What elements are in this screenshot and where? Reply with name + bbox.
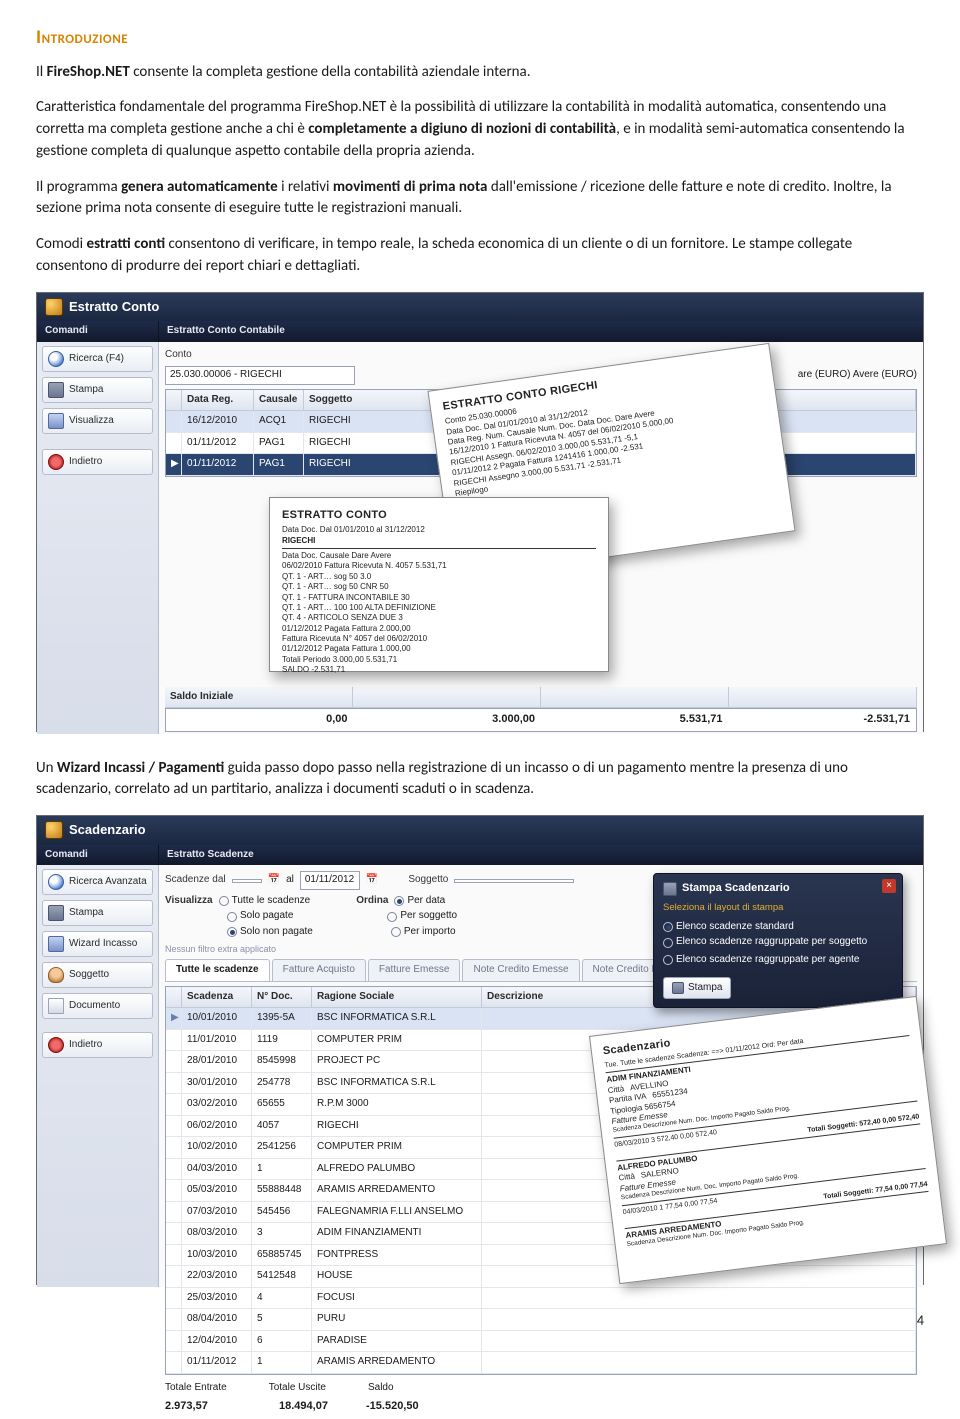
table-row[interactable]: 22/03/20105412548HOUSE (166, 1266, 916, 1288)
opt-per-importo[interactable]: Per importo (391, 925, 456, 940)
header-content-title: Estratto Scadenze (159, 845, 923, 866)
para-3: Il programma genera automaticamente i re… (36, 177, 924, 221)
indietro-button[interactable]: Indietro (42, 449, 153, 475)
tab-tutte[interactable]: Tutte le scadenze (165, 959, 270, 981)
soggetto-label: Soggetto (408, 873, 448, 888)
scadenzario-main: Scadenze dal 📅 al 01/11/2012 📅 Soggetto … (159, 865, 923, 1287)
calendar-icon[interactable]: 📅 (268, 873, 280, 888)
printer-icon (48, 382, 64, 398)
tab-nc-emesse[interactable]: Note Credito Emesse (462, 959, 579, 981)
layout-opt-per-agente[interactable]: Elenco scadenze raggruppate per agente (663, 953, 859, 968)
header-comandi: Comandi (37, 321, 159, 342)
wizard-incasso-button[interactable]: Wizard Incasso (42, 931, 153, 957)
para-5: Un Wizard Incassi / Pagamenti guida pass… (36, 758, 924, 802)
ordina-label: Ordina (356, 894, 388, 909)
scadenzario-window: Scadenzario Comandi Estratto Scadenze Ri… (36, 815, 924, 1285)
stampa-button[interactable]: Stampa (42, 900, 153, 926)
saldo-value: -15.520,50 (366, 1399, 419, 1415)
scadenze-dal-to[interactable]: 01/11/2012 (300, 871, 360, 890)
printer-icon (48, 905, 64, 921)
printer-icon (663, 882, 677, 896)
tab-fatture-acquisto[interactable]: Fatture Acquisto (272, 959, 366, 981)
opt-pagate[interactable]: Solo pagate (227, 909, 293, 924)
search-icon (48, 874, 64, 890)
opt-per-data[interactable]: Per data (394, 894, 445, 909)
sidebar: Ricerca (F4) Stampa Visualizza Indietro (37, 342, 159, 734)
visualizza-button[interactable]: Visualizza (42, 408, 153, 434)
back-icon (48, 454, 64, 470)
tot-uscite-label: Totale Uscite (269, 1381, 326, 1396)
col-ndoc[interactable]: N° Doc. (252, 987, 312, 1009)
para-1: Il FireShop.NET consente la completa ges… (36, 62, 924, 84)
wizard-icon (48, 936, 64, 952)
col-causale[interactable]: Causale (254, 390, 304, 412)
col-ragione-sociale[interactable]: Ragione Sociale (312, 987, 482, 1009)
ricerca-avanzata-button[interactable]: Ricerca Avanzata (42, 869, 153, 895)
tot-uscite-value: 18.494,07 (279, 1399, 334, 1415)
view-icon (48, 413, 64, 429)
table-row[interactable]: 08/04/20105PURU (166, 1309, 916, 1331)
footer-totals-row: 0,00 3.000,00 5.531,71 -2.531,71 (165, 708, 917, 732)
al-label: al (286, 873, 294, 888)
scadenzario-report-preview: Scadenzario Tue. Tutte le scadenze Scade… (589, 996, 947, 1284)
ricerca-button[interactable]: Ricerca (F4) (42, 346, 153, 372)
documento-button[interactable]: Documento (42, 993, 153, 1019)
app-icon (45, 821, 63, 839)
window-title: Scadenzario (69, 821, 146, 840)
sidebar: Ricerca Avanzata Stampa Wizard Incasso S… (37, 865, 159, 1287)
currency-label: are (EURO) Avere (EURO) (798, 368, 917, 383)
person-icon (48, 967, 64, 983)
stampa-confirm-button[interactable]: Stampa (663, 977, 731, 1000)
para-4: Comodi estratti conti consentono di veri… (36, 234, 924, 278)
scadenze-dal-label: Scadenze dal (165, 873, 226, 888)
scadenze-dal-from[interactable] (232, 879, 262, 883)
col-scadenza[interactable]: Scadenza (182, 987, 252, 1009)
search-icon (48, 351, 64, 367)
header-content-title: Estratto Conto Contabile (159, 321, 923, 342)
header-comandi: Comandi (37, 845, 159, 866)
report-preview-2: ESTRATTO CONTO Data Doc. Dal 01/01/2010 … (269, 497, 609, 672)
document-icon (48, 998, 64, 1014)
table-row[interactable]: 12/04/20106PARADISE (166, 1331, 916, 1353)
visualizza-label: Visualizza (165, 894, 213, 909)
layout-opt-per-soggetto[interactable]: Elenco scadenze raggruppate per soggetto (663, 935, 867, 950)
soggetto-input[interactable] (454, 879, 574, 883)
window-titlebar: Estratto Conto (37, 293, 923, 322)
stampa-button[interactable]: Stampa (42, 377, 153, 403)
window-titlebar: Scadenzario (37, 816, 923, 845)
tot-entrate-label: Totale Entrate (165, 1381, 227, 1396)
layout-opt-standard[interactable]: Elenco scadenze standard (663, 920, 794, 935)
printer-icon (672, 982, 684, 994)
saldo-label: Saldo (368, 1381, 394, 1396)
table-row[interactable]: 25/03/20104FOCUSI (166, 1288, 916, 1310)
footer-saldo-iniziale-label: Saldo Iniziale (165, 687, 353, 709)
tot-entrate-value: 2.973,57 (165, 1399, 217, 1415)
conto-value[interactable]: 25.030.00006 - RIGECHI (165, 366, 355, 385)
opt-tutte[interactable]: Tutte le scadenze (219, 894, 311, 909)
close-icon[interactable]: × (882, 879, 896, 893)
estratto-conto-window: Estratto Conto Comandi Estratto Conto Co… (36, 292, 924, 732)
tab-fatture-emesse[interactable]: Fatture Emesse (368, 959, 461, 981)
back-icon (48, 1037, 64, 1053)
window-title: Estratto Conto (69, 298, 159, 317)
conto-label: Conto (165, 348, 192, 363)
table-row[interactable]: 01/11/20121ARAMIS ARREDAMENTO (166, 1352, 916, 1374)
app-icon (45, 298, 63, 316)
soggetto-button[interactable]: Soggetto (42, 962, 153, 988)
stampa-overlay: × Stampa Scadenzario Seleziona il layout… (653, 873, 903, 1007)
calendar-icon[interactable]: 📅 (366, 873, 378, 888)
opt-per-soggetto[interactable]: Per soggetto (387, 909, 457, 924)
para-2: Caratteristica fondamentale del programm… (36, 97, 924, 162)
col-data[interactable]: Data Reg. (182, 390, 254, 412)
overlay-subtitle: Seleziona il layout di stampa (663, 901, 893, 915)
opt-non-pagate[interactable]: Solo non pagate (227, 925, 313, 940)
indietro-button[interactable]: Indietro (42, 1032, 153, 1058)
estratto-conto-main: Conto 25.030.00006 - RIGECHI a Doc. Dal … (159, 342, 923, 734)
heading-introduzione: Introduzione (36, 24, 924, 52)
